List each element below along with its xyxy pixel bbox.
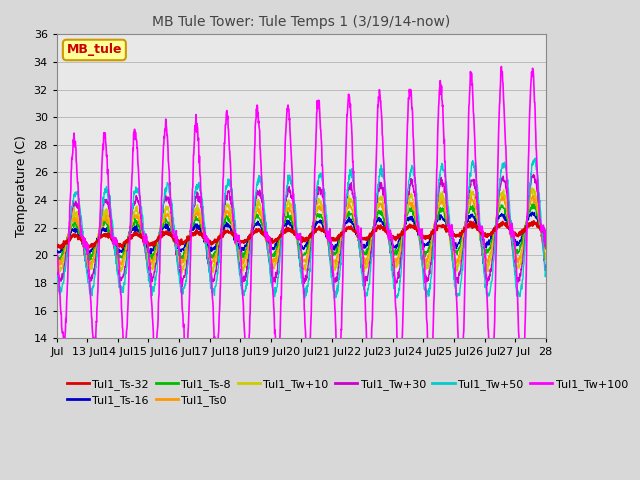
Title: MB Tule Tower: Tule Temps 1 (3/19/14-now): MB Tule Tower: Tule Temps 1 (3/19/14-now… xyxy=(152,15,451,29)
Y-axis label: Temperature (C): Temperature (C) xyxy=(15,135,28,237)
Text: MB_tule: MB_tule xyxy=(67,44,122,57)
Legend: Tul1_Ts-32, Tul1_Ts-16, Tul1_Ts-8, Tul1_Ts0, Tul1_Tw+10, Tul1_Tw+30, Tul1_Tw+50,: Tul1_Ts-32, Tul1_Ts-16, Tul1_Ts-8, Tul1_… xyxy=(62,374,632,410)
